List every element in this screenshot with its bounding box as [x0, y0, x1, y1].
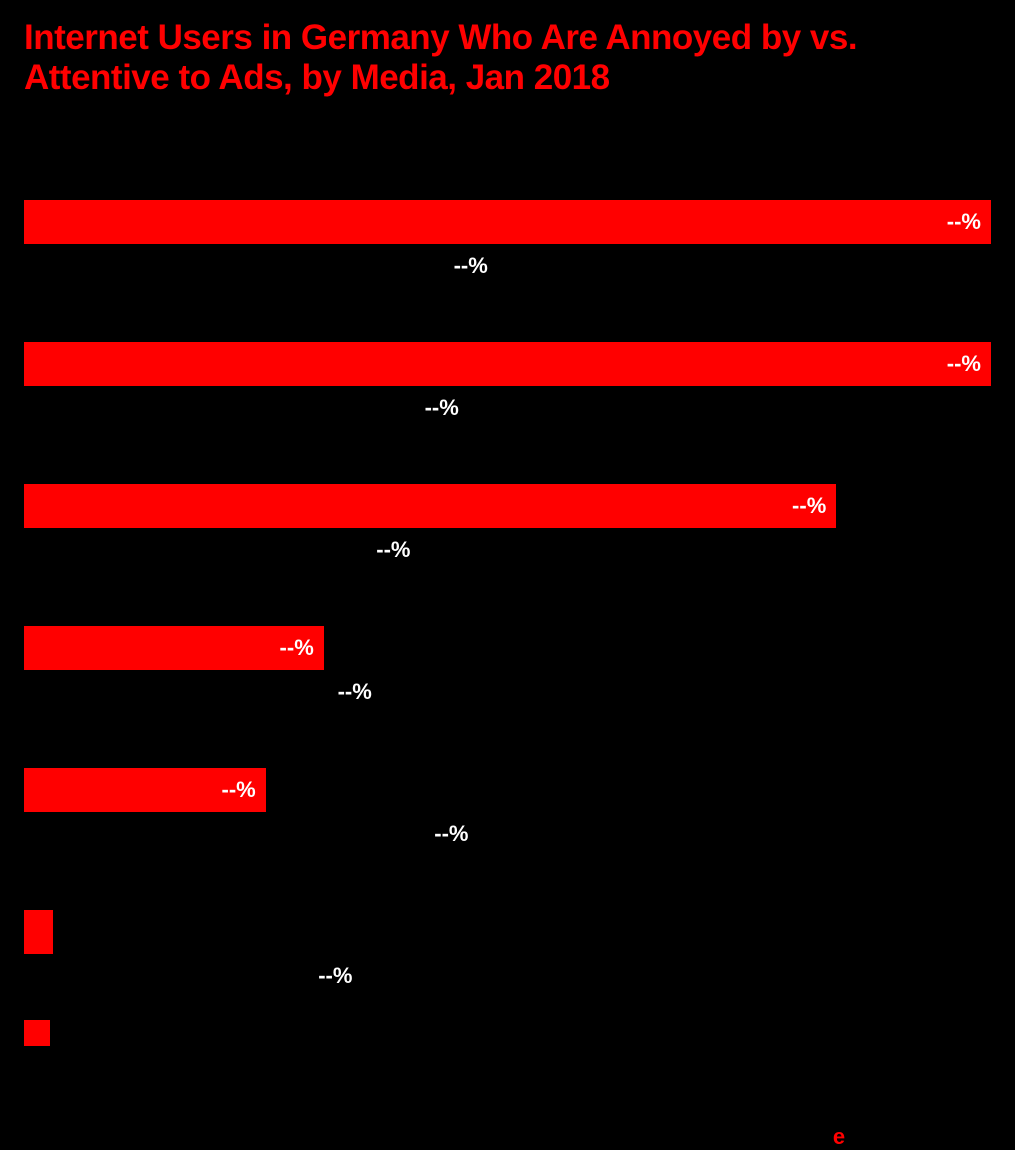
row-label: Out-of-home/posters	[24, 878, 991, 904]
bar-value: --%	[24, 200, 991, 244]
chart-row: Print (newspapers/magazines) --%--%	[24, 736, 991, 856]
bar-value: --%	[61, 910, 95, 954]
brand-e: e	[833, 1124, 845, 1149]
bar-annoyed: --%	[24, 626, 991, 670]
bar-annoyed: --%	[24, 342, 991, 386]
bar-annoyed: --%	[24, 910, 991, 954]
chart-row: Internet --%--%	[24, 168, 991, 288]
legend-label: Annoyed	[60, 1020, 147, 1046]
chart-row: Out-of-home/posters --%--%	[24, 878, 991, 998]
bar-value: --%	[24, 342, 991, 386]
bar-value: --%	[24, 670, 382, 714]
bar-value: --%	[24, 244, 498, 288]
bar-annoyed: --%	[24, 484, 991, 528]
bar-value: --%	[24, 768, 266, 812]
bar-attentive: --%	[24, 954, 991, 998]
bar-fill	[24, 910, 53, 954]
legend-item: Attentive	[187, 1020, 309, 1046]
bar-value: --%	[24, 484, 836, 528]
bar-attentive: --%	[24, 386, 991, 430]
brand-prefix: www.	[776, 1124, 833, 1149]
bar-value: --%	[24, 812, 478, 856]
chart-id: 236128	[24, 1129, 84, 1150]
bar-annoyed: --%	[24, 768, 991, 812]
legend-swatch	[187, 1020, 213, 1046]
row-label: Smartphone/tablet	[24, 310, 991, 336]
bar-attentive: --%	[24, 528, 991, 572]
row-label: Internet	[24, 168, 991, 194]
chart-row: Smartphone/tablet --%--%	[24, 310, 991, 430]
chart-subtitle: % of respondents	[24, 107, 991, 138]
legend: Annoyed Attentive	[24, 1020, 991, 1046]
chart-title: Internet Users in Germany Who Are Annoye…	[24, 18, 991, 99]
bar-value: --%	[24, 386, 469, 430]
chart-row: TV --%--%	[24, 452, 991, 572]
bar-chart: Internet--%--%Smartphone/tablet--%--%TV-…	[24, 168, 991, 998]
chart-source: Source: VuMA, "Touchpoints 2018"; Statis…	[24, 1091, 991, 1112]
brand-link: www.eMarketer.com	[776, 1124, 987, 1150]
bar-attentive: --%	[24, 244, 991, 288]
chart-row: Radio --%--%	[24, 594, 991, 714]
legend-label: Attentive	[223, 1020, 309, 1046]
legend-swatch	[24, 1020, 50, 1046]
row-label: Print (newspapers/magazines)	[24, 736, 991, 762]
chart-note: Note: ages 14+; annoyed includes "rather…	[24, 1064, 991, 1087]
bar-annoyed: --%	[24, 200, 991, 244]
bar-value: --%	[24, 626, 324, 670]
row-label: Radio	[24, 594, 991, 620]
row-label: TV	[24, 452, 991, 478]
bar-value: --%	[24, 528, 420, 572]
brand-suffix: Marketer.com	[845, 1124, 987, 1149]
bar-attentive: --%	[24, 812, 991, 856]
bar-attentive: --%	[24, 670, 991, 714]
legend-item: Annoyed	[24, 1020, 147, 1046]
bar-value: --%	[24, 954, 362, 998]
